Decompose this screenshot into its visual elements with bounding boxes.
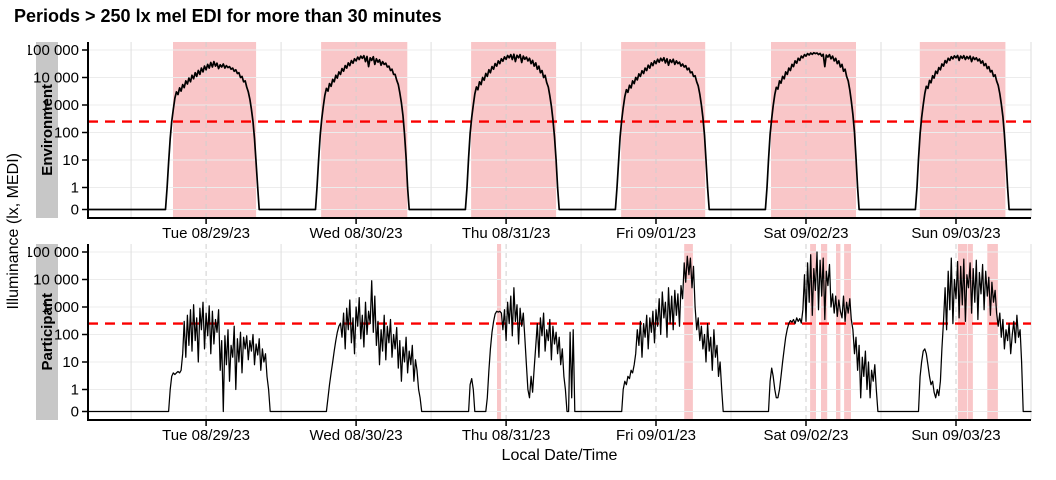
y-tick-label: 100 000 xyxy=(28,244,79,261)
x-tick-label: Sun 09/03/23 xyxy=(911,427,1000,444)
y-tick-label: 100 xyxy=(54,125,79,142)
threshold-period-band xyxy=(497,244,502,420)
threshold-period-band xyxy=(810,244,816,420)
y-tick-label: 100 000 xyxy=(28,42,79,59)
threshold-period-band xyxy=(957,244,968,420)
x-tick-label: Sat 09/02/23 xyxy=(763,427,848,444)
x-tick-label: Wed 08/30/23 xyxy=(310,225,403,242)
threshold-period-band xyxy=(173,42,257,218)
threshold-period-band xyxy=(836,244,841,420)
y-tick-label: 10 xyxy=(62,152,79,169)
x-tick-label: Thu 08/31/23 xyxy=(462,225,550,242)
x-tick-label: Sun 09/03/23 xyxy=(911,225,1000,242)
threshold-period-band xyxy=(684,244,693,420)
facet-strip-participant: Participant xyxy=(36,244,58,420)
y-tick-label: 10 000 xyxy=(33,272,79,289)
x-tick-label: Tue 08/29/23 xyxy=(162,427,250,444)
y-tick-label: 10 xyxy=(62,354,79,371)
illuminance-series-line xyxy=(87,251,1032,413)
y-tick-label: 1 xyxy=(71,180,79,197)
threshold-period-band xyxy=(821,244,828,420)
threshold-period-band xyxy=(987,244,998,420)
facet-strip-environment: Environment xyxy=(36,42,58,218)
threshold-period-band xyxy=(919,42,1006,218)
y-tick-label: 1 xyxy=(71,382,79,399)
y-tick-label: 1 000 xyxy=(41,97,79,114)
threshold-period-band xyxy=(967,244,973,420)
threshold-period-band xyxy=(621,42,706,218)
x-tick-label: Thu 08/31/23 xyxy=(462,427,550,444)
threshold-period-band xyxy=(471,42,557,218)
x-tick-label: Fri 09/01/23 xyxy=(616,225,696,242)
threshold-period-band xyxy=(844,244,851,420)
threshold-period-band xyxy=(321,42,408,218)
x-tick-label: Fri 09/01/23 xyxy=(616,427,696,444)
y-tick-label: 1 000 xyxy=(41,299,79,316)
y-tick-label: 10 000 xyxy=(33,70,79,87)
x-tick-label: Sat 09/02/23 xyxy=(763,225,848,242)
illuminance-series-line xyxy=(87,51,1032,211)
y-tick-label: 100 xyxy=(54,327,79,344)
x-tick-label: Tue 08/29/23 xyxy=(162,225,250,242)
y-axis-title: Illuminance (lx, MEDI) xyxy=(5,152,22,310)
x-tick-label: Wed 08/30/23 xyxy=(310,427,403,444)
y-tick-label: 0 xyxy=(71,404,79,421)
y-tick-label: 0 xyxy=(71,202,79,219)
figure-title: Periods > 250 lx mel EDI for more than 3… xyxy=(14,6,442,26)
x-axis-title: Local Date/Time xyxy=(501,447,618,464)
